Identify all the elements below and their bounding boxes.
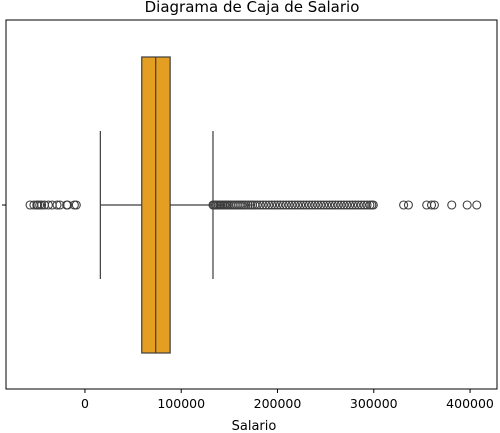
outlier-point (63, 200, 73, 210)
outlier-point (252, 200, 262, 210)
outlier-point (353, 200, 363, 210)
outlier-point (293, 200, 303, 210)
outlier-point (264, 200, 274, 210)
outlier-point (313, 200, 323, 210)
x-tick-label: 400000 (446, 396, 494, 411)
outlier-point (281, 200, 291, 210)
outlier-point (296, 200, 306, 210)
outlier-point (472, 200, 482, 210)
outlier-point (301, 200, 311, 210)
outlier-point (261, 200, 271, 210)
outlier-point (258, 200, 268, 210)
outlier-point (267, 200, 277, 210)
outlier-point (243, 200, 253, 210)
outlier-point (272, 200, 283, 210)
outlier-point (304, 200, 314, 210)
outlier-point (333, 200, 343, 210)
outlier-point (356, 200, 366, 210)
outlier-point (348, 200, 358, 210)
outlier-point (322, 200, 332, 210)
outlier-point (275, 200, 285, 210)
outlier-point (319, 200, 329, 210)
outlier-point (399, 200, 409, 210)
outlier-point (307, 200, 317, 210)
outlier-point (71, 200, 81, 210)
outlier-point (362, 200, 372, 210)
outlier-point (287, 200, 297, 210)
outlier-point (241, 200, 251, 210)
outlier-point (462, 200, 472, 210)
outlier-point (290, 200, 300, 210)
x-tick-label: 300000 (350, 396, 398, 411)
outlier-point (310, 200, 320, 210)
plot-frame (5, 19, 498, 390)
outlier-point (278, 200, 288, 210)
outlier-point (368, 200, 378, 210)
outlier-point (327, 200, 337, 210)
outlier-point (324, 200, 335, 210)
outlier-point (350, 200, 361, 210)
outlier-point (298, 200, 309, 210)
x-tick-label: 200000 (254, 396, 302, 411)
outlier-point (339, 200, 349, 210)
outlier-point (422, 200, 432, 210)
outlier-point (336, 200, 346, 210)
outlier-point (255, 200, 265, 210)
plot-area (5, 19, 498, 390)
x-axis-label: Salario (232, 419, 277, 433)
x-tick-label: 0 (81, 396, 89, 411)
outlier-point (426, 200, 437, 210)
x-tick-label: 100000 (157, 396, 205, 411)
outlier-point (316, 200, 326, 210)
outlier-point (447, 200, 457, 210)
outlier-point (37, 200, 47, 210)
x-axis: 0 100000 200000 300000 400000 (2, 204, 494, 411)
outlier-point (403, 200, 413, 210)
outlier-point (345, 200, 355, 210)
outlier-point (43, 200, 53, 210)
chart-title: Diagrama de Caja de Salario (145, 0, 360, 16)
outlier-point (284, 200, 294, 210)
outlier-point (270, 200, 280, 210)
outlier-point (52, 200, 62, 210)
outlier-point (342, 200, 352, 210)
outlier-point (330, 200, 340, 210)
outlier-point (429, 200, 439, 210)
